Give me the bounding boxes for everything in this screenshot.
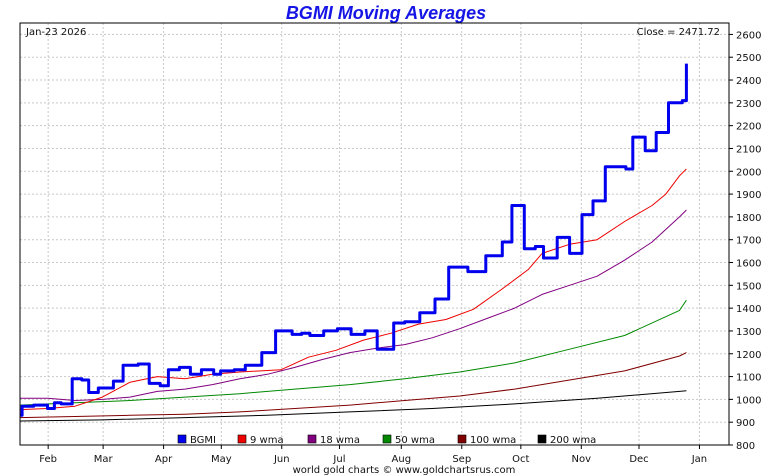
x-tick-label: Apr [155,454,173,465]
legend-label-bgmi: BGMI [190,435,216,446]
y-tick-label: 1700 [736,236,761,247]
series-line-wma18 [20,209,687,401]
y-tick-label: 1500 [736,281,761,292]
y-tick-label: 900 [736,418,755,429]
legend-swatch-wma200 [537,434,547,444]
y-tick-label: 1000 [736,395,761,406]
legend-label-wma9: 9 wma [250,435,284,446]
x-tick-label: Jan [691,454,707,465]
legend-swatch-wma50 [382,434,392,444]
y-tick-label: 1800 [736,213,761,224]
chart-title: BGMI Moving Averages [285,3,487,23]
legend-swatch-bgmi [177,434,187,444]
y-tick-label: 2600 [736,30,761,41]
y-tick-label: 2300 [736,99,761,110]
legend-label-wma200: 200 wma [550,435,596,446]
close-label: Close = 2471.72 [637,27,720,38]
plot-frame [19,22,730,446]
series-line-wma200 [19,390,687,422]
legend-swatch-wma9 [237,434,247,444]
x-tick-label: Mar [94,454,114,465]
legend: BGMI 9 wma 18 wma 50 wma 100 wma 200 wma [177,434,596,446]
series-layer [19,63,688,422]
legend-label-wma100: 100 wma [470,435,516,446]
y-tick-label: 1200 [736,350,761,361]
axis-layer: 800 900 1000 1100 1200 1300 1400 1500 1600 1700 18… [39,30,761,465]
y-tick-label: 2400 [736,76,761,87]
y-tick-label: 800 [736,441,755,452]
legend-label-wma50: 50 wma [395,435,435,446]
y-tick-label: 1400 [736,304,761,315]
x-tick-label: Oct [512,454,529,465]
footer-credit: world gold charts © www.goldchartsrus.co… [293,465,516,475]
x-tick-label: Nov [572,454,592,465]
x-tick-label: Sep [452,454,471,465]
legend-label-wma18: 18 wma [320,435,360,446]
y-tick-label: 2000 [736,167,761,178]
legend-swatch-wma100 [457,434,467,444]
y-tick-label: 1600 [736,259,761,270]
date-label: Jan-23 2026 [25,27,86,38]
series-line-wma50 [19,299,687,406]
y-tick-label: 1100 [736,373,761,384]
series-line-bgmi [20,63,688,417]
y-tick-label: 2200 [736,122,761,133]
x-tick-label: Dec [629,454,648,465]
x-tick-label: Jun [273,454,290,465]
legend-swatch-wma18 [307,434,317,444]
series-line-wma9 [19,168,687,411]
series-line-wma100 [19,352,687,419]
y-tick-label: 1900 [736,190,761,201]
x-tick-label: May [211,454,232,465]
y-tick-label: 2500 [736,53,761,64]
x-tick-label: Feb [39,454,57,465]
y-tick-label: 2100 [736,144,761,155]
x-tick-label: Jul [332,454,345,465]
y-tick-label: 1300 [736,327,761,338]
x-tick-label: Aug [392,454,412,465]
